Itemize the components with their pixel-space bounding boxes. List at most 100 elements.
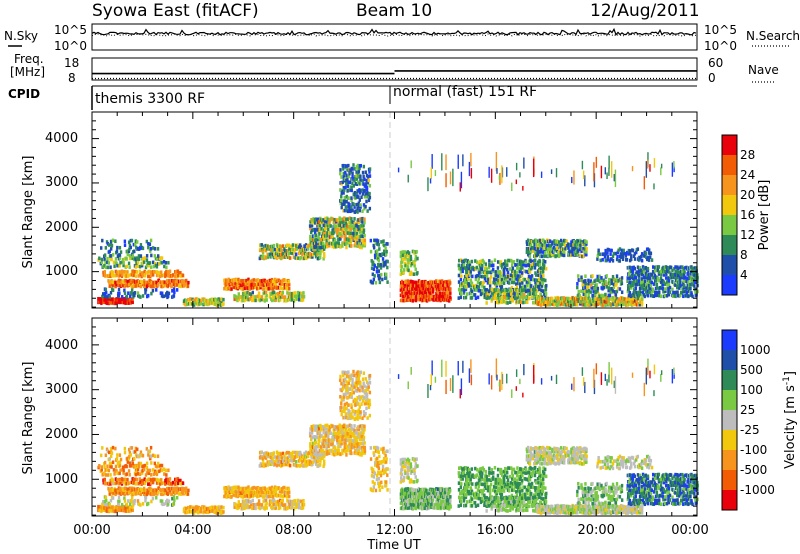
range-time-streak: [434, 170, 437, 177]
range-time-cell: [641, 283, 644, 288]
range-time-cell: [328, 243, 331, 248]
range-time-cell: [380, 240, 383, 244]
range-time-cell: [581, 296, 584, 301]
range-time-cell: [109, 473, 112, 477]
range-time-cell: [632, 287, 636, 292]
range-time-cell: [519, 259, 523, 264]
range-time-cell: [322, 237, 326, 241]
range-time-cell: [679, 293, 682, 298]
range-time-cell: [252, 294, 255, 299]
range-time-cell: [495, 273, 498, 278]
range-time-cell: [239, 283, 242, 288]
range-time-cell: [117, 274, 121, 278]
range-time-cell: [633, 252, 637, 256]
range-time-cell: [567, 297, 571, 301]
range-time-cell: [257, 505, 260, 510]
range-time-cell: [350, 188, 353, 193]
range-time-cell: [281, 244, 285, 248]
range-time-cell: [539, 292, 543, 297]
range-time-cell: [413, 251, 416, 255]
range-time-cell: [385, 249, 388, 254]
range-time-cell: [217, 297, 220, 301]
range-time-cell: [104, 287, 108, 292]
range-time-cell: [527, 267, 531, 272]
range-time-cell: [356, 174, 359, 178]
range-time-cell: [322, 231, 326, 236]
range-time-cell: [257, 286, 260, 290]
range-time-cell: [343, 188, 346, 192]
range-time-cell: [112, 506, 115, 511]
range-time-cell: [409, 283, 413, 288]
range-time-cell: [668, 290, 672, 295]
range-time-cell: [465, 267, 469, 271]
range-time-cell: [111, 496, 115, 500]
range-time-cell: [645, 255, 648, 260]
range-time-cell: [147, 241, 150, 246]
range-time-cell: [350, 196, 353, 200]
range-time-cell: [266, 279, 269, 284]
range-time-cell: [377, 258, 381, 263]
range-time-cell: [107, 450, 111, 455]
range-time-cell: [345, 173, 348, 178]
range-time-cell: [348, 238, 351, 242]
range-time-cell: [513, 277, 517, 281]
range-time-cell: [139, 243, 143, 247]
range-time-cell: [258, 294, 261, 299]
range-time-cell: [342, 186, 345, 190]
range-time-cell: [219, 506, 222, 510]
range-time-streak: [498, 175, 501, 181]
range-time-cell: [130, 288, 134, 292]
range-time-cell: [588, 300, 591, 305]
range-time-cell: [309, 234, 312, 239]
range-time-cell: [314, 221, 317, 225]
range-time-cell: [688, 283, 692, 287]
range-time-cell: [506, 274, 510, 279]
range-time-cell: [495, 283, 499, 288]
range-time-cell: [298, 251, 302, 255]
range-time-cell: [361, 216, 364, 221]
range-time-cell: [177, 492, 181, 496]
range-time-cell: [266, 451, 269, 456]
range-time-cell: [639, 268, 643, 273]
range-time-cell: [511, 266, 515, 271]
range-time-cell: [131, 505, 134, 509]
range-time-cell: [127, 280, 130, 284]
range-time-cell: [275, 286, 278, 290]
range-time-cell: [519, 285, 522, 290]
range-time-streak: [614, 169, 617, 188]
range-time-cell: [338, 231, 341, 236]
range-time-cell: [657, 270, 661, 275]
range-time-cell: [409, 257, 413, 262]
range-time-cell: [593, 299, 597, 303]
range-time-cell: [611, 295, 614, 300]
range-time-cell: [344, 170, 347, 175]
range-time-cell: [408, 298, 412, 302]
range-time-cell: [171, 273, 175, 277]
range-time-cell: [105, 502, 109, 507]
range-time-cell: [696, 283, 699, 288]
range-time-cell: [151, 282, 155, 287]
range-time-cell: [610, 286, 614, 291]
range-time-cell: [649, 276, 652, 280]
range-time-cell: [526, 250, 530, 255]
range-time-cell: [194, 301, 197, 305]
range-time-cell: [526, 247, 530, 251]
range-time-cell: [640, 293, 644, 297]
range-time-cell: [139, 279, 142, 284]
range-time-cell: [625, 250, 629, 255]
range-time-cell: [425, 299, 429, 303]
range-time-cell: [313, 227, 317, 232]
range-time-cell: [113, 481, 116, 486]
range-time-cell: [591, 281, 594, 285]
range-time-cell: [170, 284, 174, 289]
range-time-cell: [480, 274, 484, 279]
range-time-cell: [136, 240, 139, 244]
range-time-cell: [672, 290, 675, 295]
range-time-cell: [476, 280, 480, 285]
range-time-cell: [585, 240, 588, 244]
range-time-cell: [261, 254, 265, 259]
power-ytick-1000: 1000: [45, 264, 78, 279]
range-time-cell: [318, 223, 322, 228]
range-time-cell: [121, 300, 125, 305]
range-time-streak: [397, 167, 400, 173]
